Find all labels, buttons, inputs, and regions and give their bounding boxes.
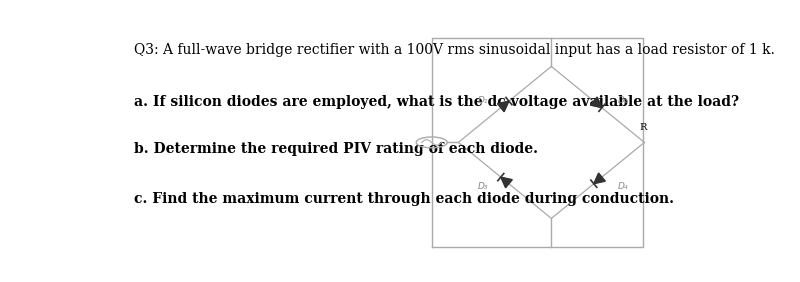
Text: a. If silicon diodes are employed, what is the dc voltage available at the load?: a. If silicon diodes are employed, what … bbox=[134, 95, 739, 109]
Text: D₃: D₃ bbox=[478, 182, 489, 191]
Polygon shape bbox=[594, 173, 606, 184]
Text: Q3: A full-wave bridge rectifier with a 100V rms sinusoidal input has a load res: Q3: A full-wave bridge rectifier with a … bbox=[134, 43, 775, 56]
Text: D₁: D₁ bbox=[478, 96, 489, 105]
Polygon shape bbox=[590, 97, 602, 108]
Text: c. Find the maximum current through each diode during conduction.: c. Find the maximum current through each… bbox=[134, 192, 674, 206]
Text: D₂: D₂ bbox=[618, 96, 628, 105]
Polygon shape bbox=[501, 177, 512, 188]
Polygon shape bbox=[498, 101, 509, 112]
Text: D₄: D₄ bbox=[618, 182, 628, 191]
Text: R: R bbox=[640, 123, 647, 131]
Text: b. Determine the required PIV rating of each diode.: b. Determine the required PIV rating of … bbox=[134, 142, 538, 157]
